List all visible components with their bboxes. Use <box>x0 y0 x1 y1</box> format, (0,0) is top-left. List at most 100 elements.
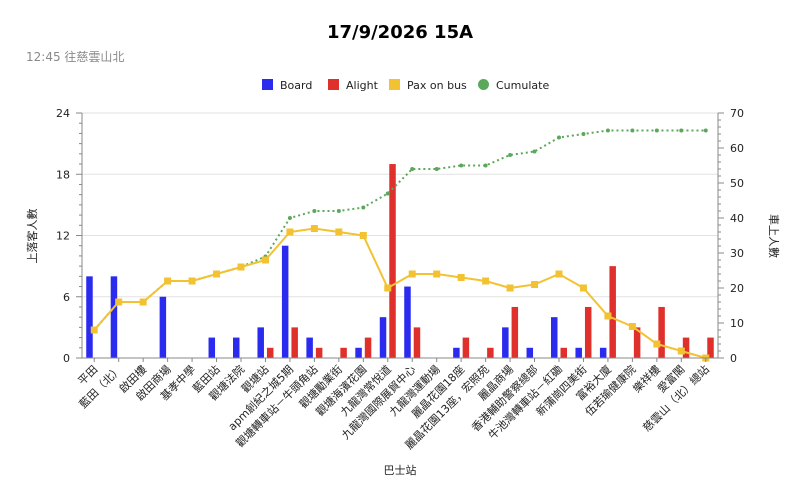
legend-label: Board <box>280 79 312 92</box>
y-tick-label: 24 <box>56 107 70 120</box>
alight-bar <box>340 347 347 358</box>
cumulate-point <box>336 209 341 213</box>
board-bar <box>453 347 460 358</box>
bars <box>86 164 714 358</box>
legend-swatch <box>328 79 339 90</box>
y2-tick-label: 30 <box>730 247 744 260</box>
alight-bar <box>707 337 714 358</box>
pax-point <box>653 340 661 348</box>
pax-point <box>237 263 245 271</box>
pax-point <box>482 277 490 285</box>
y2-tick-label: 50 <box>730 177 744 190</box>
pax-point <box>408 270 416 278</box>
board-bar <box>502 327 509 358</box>
pax-point <box>139 298 147 306</box>
pax-point <box>506 284 514 292</box>
cumulate-point <box>679 128 684 133</box>
board-bar <box>526 347 534 358</box>
alight-bar <box>389 164 396 358</box>
legend: Board Alight Pax on bus Cumulate <box>262 79 549 92</box>
cumulate-point <box>532 149 537 154</box>
alight-bar <box>560 347 567 358</box>
cumulate-point <box>361 205 366 210</box>
legend-label: Cumulate <box>496 79 549 92</box>
cumulate-point <box>630 128 635 133</box>
cumulate-point <box>557 135 561 140</box>
chart-title: 17/9/2026 15A <box>326 22 474 43</box>
chart-subtitle: 12:45 往慈雲山北 <box>26 50 125 64</box>
cumulate-point <box>385 191 390 196</box>
pax-line <box>93 227 707 359</box>
alight-bar <box>511 306 519 358</box>
alight-bar <box>266 347 274 358</box>
cumulate-point <box>312 209 317 213</box>
y-tick-label: 0 <box>63 352 70 365</box>
cumulate-point <box>287 216 292 220</box>
axes: 06121824010203040506070平田藍田（北）啟田樓啟田商場基孝中… <box>25 107 781 477</box>
board-bar <box>355 347 362 358</box>
board-bar <box>208 337 216 358</box>
alight-bar <box>682 337 690 358</box>
pax-point <box>188 277 196 285</box>
alight-bar <box>633 327 641 358</box>
alight-bar <box>584 306 592 358</box>
board-bar <box>599 347 607 358</box>
cumulate-point <box>434 167 439 171</box>
pax-point <box>555 270 563 278</box>
board-bar <box>110 276 118 358</box>
y2-tick-label: 10 <box>730 317 744 330</box>
y-axis-title: 上落客人數 <box>25 209 39 264</box>
alight-bar <box>487 347 494 358</box>
pax-point <box>310 225 318 232</box>
alight-bar <box>315 347 323 358</box>
lines <box>90 128 710 362</box>
alight-bar <box>413 327 421 358</box>
pax-point <box>115 298 123 306</box>
y-tick-label: 18 <box>56 168 70 181</box>
y2-tick-label: 20 <box>730 282 744 295</box>
board-bar <box>575 347 582 358</box>
cumulate-point <box>410 167 415 171</box>
cumulate-point <box>508 153 513 157</box>
y2-tick-label: 70 <box>730 107 744 120</box>
pax-point <box>677 347 685 355</box>
pax-point <box>433 270 441 278</box>
x-axis-title: 巴士站 <box>384 463 417 477</box>
board-bar <box>159 296 167 358</box>
board-bar <box>306 337 313 358</box>
legend-swatch <box>262 79 273 90</box>
board-bar <box>86 276 93 358</box>
legend-label: Alight <box>346 79 379 92</box>
alight-bar <box>291 327 298 358</box>
pax-point <box>457 274 465 281</box>
pax-point <box>628 323 636 330</box>
legend-swatch <box>478 79 489 90</box>
alight-bar <box>364 337 372 358</box>
alight-bar <box>462 337 470 358</box>
cumulate-point <box>483 163 488 168</box>
board-bar <box>379 317 387 358</box>
pax-point <box>164 277 172 285</box>
y-tick-label: 12 <box>56 230 70 243</box>
pax-point <box>359 232 367 239</box>
cumulate-point <box>605 128 610 133</box>
board-bar <box>257 327 264 358</box>
y-tick-label: 6 <box>63 291 70 304</box>
pax-point <box>531 281 539 288</box>
cumulate-point <box>459 163 464 168</box>
legend-label: Pax on bus <box>407 79 467 92</box>
cumulate-point <box>703 128 708 133</box>
pax-point <box>90 326 98 334</box>
board-bar <box>281 245 289 358</box>
pax-point <box>604 312 612 320</box>
pax-point <box>261 256 269 264</box>
cumulate-point <box>654 128 659 133</box>
alight-bar <box>609 266 616 358</box>
pax-point <box>335 228 343 236</box>
pax-point <box>213 270 221 278</box>
board-bar <box>404 286 411 358</box>
y2-tick-label: 60 <box>730 142 744 155</box>
pax-point <box>579 284 587 292</box>
y2-tick-label: 0 <box>730 352 737 365</box>
